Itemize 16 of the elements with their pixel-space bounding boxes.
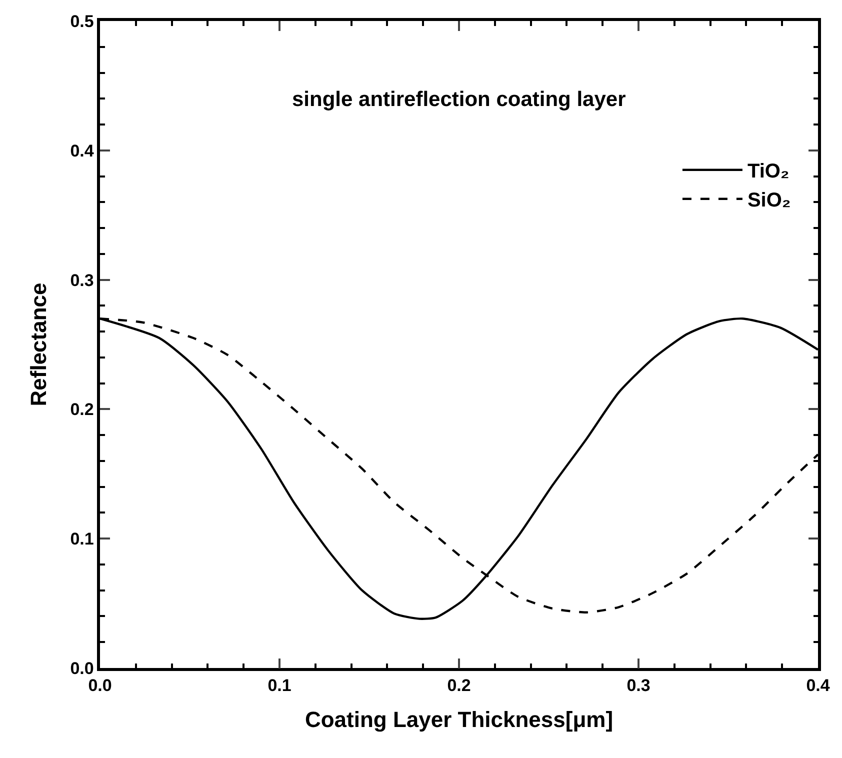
x-tick-label: 0.3: [626, 676, 650, 696]
y-axis-title: Reflectance: [26, 282, 52, 406]
y-tick-label: 0.5: [70, 12, 94, 31]
x-axis-title: Coating Layer Thickness[μm]: [304, 707, 614, 732]
y-tick-label: 0.4: [70, 141, 94, 160]
x-tick-label: 0.0: [88, 676, 112, 696]
x-tick-label: 0.2: [447, 676, 471, 696]
y-tick-label: 0.0: [70, 658, 94, 678]
legend-label: SiO₂: [747, 190, 791, 212]
x-tick-label: 0.4: [806, 676, 830, 696]
y-tick-label: 0.2: [70, 400, 94, 420]
legend-label: TiO₂: [747, 160, 790, 183]
text: single antireflection coating layer: [292, 88, 626, 111]
y-tick-label: 0.1: [70, 530, 94, 549]
y-tick-label: 0.3: [70, 270, 94, 290]
x-tick-label: 0.1: [268, 676, 292, 696]
